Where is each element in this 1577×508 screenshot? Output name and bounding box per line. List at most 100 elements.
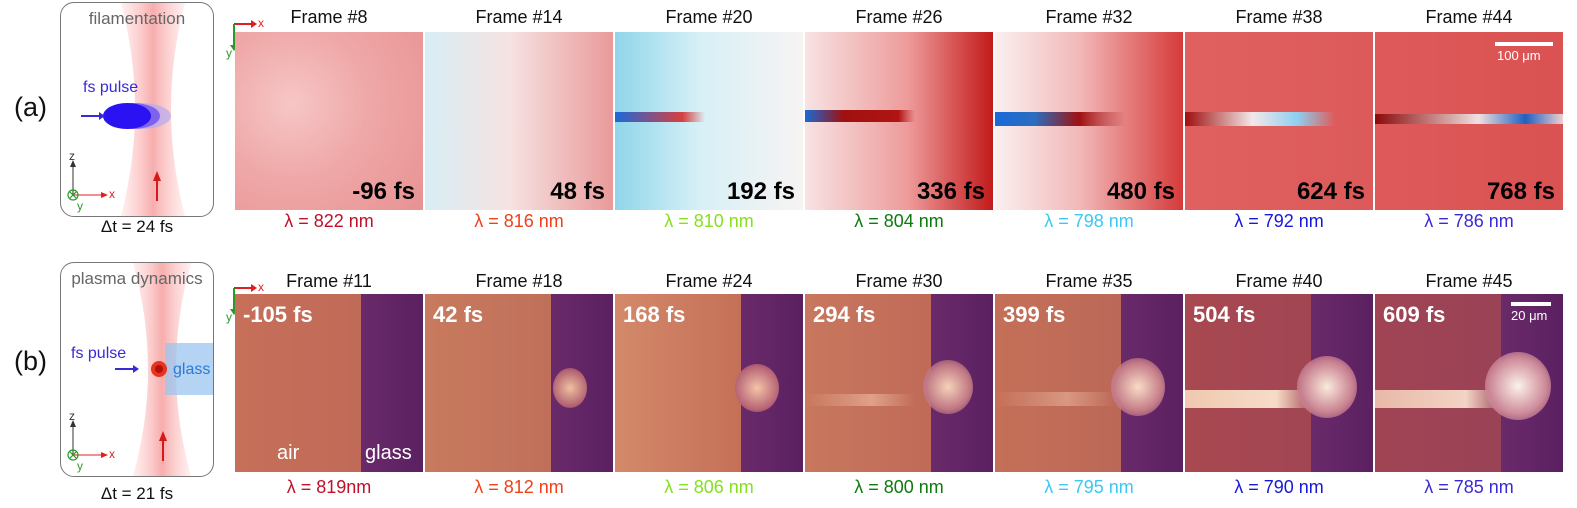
frame-image-b2: 42 fs [425, 294, 613, 472]
frame-image-b7: 20 μm 609 fs [1375, 294, 1563, 472]
laser-beam-illustration [67, 263, 213, 476]
frame-image-b4: 294 fs [805, 294, 993, 472]
plasma-trail [805, 394, 915, 406]
schematic-title: filamentation [88, 9, 186, 28]
frame-title-a5: Frame #32 [1045, 7, 1133, 27]
frame-time: 336 fs [916, 178, 985, 205]
axis-x-label: x [109, 187, 115, 201]
image-axis-y: y [226, 46, 232, 60]
frame-image-b6: 504 fs [1185, 294, 1373, 472]
filamentation-schematic: filamentation fs pulse z x y [60, 2, 214, 217]
frame-time: 504 fs [1193, 302, 1256, 327]
frame-title-a3: Frame #20 [665, 7, 753, 27]
frame-time: 480 fs [1106, 178, 1175, 205]
frame-title-a6: Frame #38 [1235, 7, 1323, 27]
pulse-label: fs pulse [71, 345, 127, 362]
frame-time: 168 fs [623, 302, 686, 327]
filament-trace [1375, 114, 1563, 124]
frame-image-a3: 192 fs [615, 32, 803, 210]
frame-time: 48 fs [550, 178, 605, 205]
filament-trace [615, 112, 705, 122]
frame-title-b1: Frame #11 [286, 271, 372, 291]
frame-time: 768 fs [1486, 178, 1555, 205]
filament-trace [805, 110, 915, 122]
axis-z-label: z [69, 409, 75, 423]
frame-image-a4: 336 fs [805, 32, 993, 210]
panel-a-label: (a) [14, 92, 47, 122]
air-label: air [277, 442, 300, 464]
frame-image-a6: 624 fs [1185, 32, 1373, 210]
frame-image-b5: 399 fs [995, 294, 1183, 472]
filament-trace [995, 112, 1125, 126]
frame-title-b2: Frame #18 [475, 271, 563, 291]
laser-beam-illustration [67, 3, 185, 216]
frame-title-b5: Frame #35 [1045, 271, 1133, 291]
scale-bar [1495, 42, 1553, 46]
frame-time: 624 fs [1296, 178, 1365, 205]
delta-t-label: Δt = 21 fs [100, 484, 174, 503]
wavelength-b2: λ = 812 nm [474, 477, 564, 497]
wavelength-a6: λ = 792 nm [1234, 211, 1324, 231]
panel-b-label: (b) [14, 346, 47, 376]
plasma-trail [1375, 390, 1505, 408]
wavelength-a5: λ = 798 nm [1044, 211, 1134, 231]
plasma-schematic: plasma dynamics fs pulse glass z x y [60, 262, 214, 477]
frame-title-b7: Frame #45 [1425, 271, 1513, 291]
wavelength-b4: λ = 800 nm [854, 477, 944, 497]
frame-title-b4: Frame #30 [855, 271, 943, 291]
axis-y-label: y [77, 459, 83, 473]
frame-image-b3: 168 fs [615, 294, 803, 472]
wavelength-b3: λ = 806 nm [664, 477, 754, 497]
frame-title-a4: Frame #26 [855, 7, 943, 27]
plasma-spot [1111, 358, 1165, 416]
frame-title-a2: Frame #14 [475, 7, 563, 27]
filament-trace [1185, 112, 1335, 126]
wavelength-a4: λ = 804 nm [854, 211, 944, 231]
glass-label: glass [173, 361, 211, 378]
glass-region-label: glass [365, 442, 412, 464]
image-axis-y: y [226, 310, 232, 324]
wavelength-a3: λ = 810 nm [664, 211, 754, 231]
frame-title-b6: Frame #40 [1235, 271, 1323, 291]
scale-bar-label: 20 μm [1511, 308, 1548, 323]
frame-title-a1: Frame #8 [290, 7, 368, 27]
wavelength-b6: λ = 790 nm [1234, 477, 1324, 497]
image-axis-x: x [258, 280, 264, 294]
plasma-spot [735, 364, 779, 412]
frame-time: 294 fs [813, 302, 876, 327]
wavelength-b5: λ = 795 nm [1044, 477, 1134, 497]
frame-image-a2: 48 fs [425, 32, 613, 210]
schematic-title: plasma dynamics [71, 269, 203, 288]
wavelength-b7: λ = 785 nm [1424, 477, 1514, 497]
plasma-spot [1297, 356, 1357, 418]
frame-time: -96 fs [352, 178, 415, 205]
frame-image-a7: 100 μm 768 fs [1375, 32, 1563, 210]
wavelength-a7: λ = 786 nm [1424, 211, 1514, 231]
plasma-spot [553, 368, 587, 408]
frame-image-a1: -96 fs [235, 32, 423, 210]
frame-time: 192 fs [726, 178, 795, 205]
axis-y-label: y [77, 199, 83, 213]
plasma-trail [995, 392, 1115, 406]
frame-title-b3: Frame #24 [665, 271, 753, 291]
pulse-label: fs pulse [83, 79, 139, 96]
frame-image-a5: 480 fs [995, 32, 1183, 210]
frame-time: 42 fs [433, 302, 484, 327]
frame-time: 609 fs [1383, 302, 1446, 327]
scale-bar [1511, 302, 1551, 306]
scale-bar-label: 100 μm [1497, 48, 1541, 63]
plasma-spot [1485, 352, 1551, 420]
plasma-trail [1185, 390, 1315, 408]
plasma-spot [923, 360, 973, 414]
wavelength-b1: λ = 819nm [286, 477, 372, 497]
frame-time: -105 fs [243, 302, 313, 327]
axis-x-label: x [109, 447, 115, 461]
wavelength-a1: λ = 822 nm [284, 211, 374, 231]
image-axis-x: x [258, 16, 264, 30]
axis-z-label: z [69, 149, 75, 163]
delta-t-label: Δt = 24 fs [100, 217, 174, 236]
frame-image-b1: -105 fs air glass [235, 294, 423, 472]
frame-time: 399 fs [1003, 302, 1066, 327]
frame-title-a7: Frame #44 [1425, 7, 1513, 27]
wavelength-a2: λ = 816 nm [474, 211, 564, 231]
